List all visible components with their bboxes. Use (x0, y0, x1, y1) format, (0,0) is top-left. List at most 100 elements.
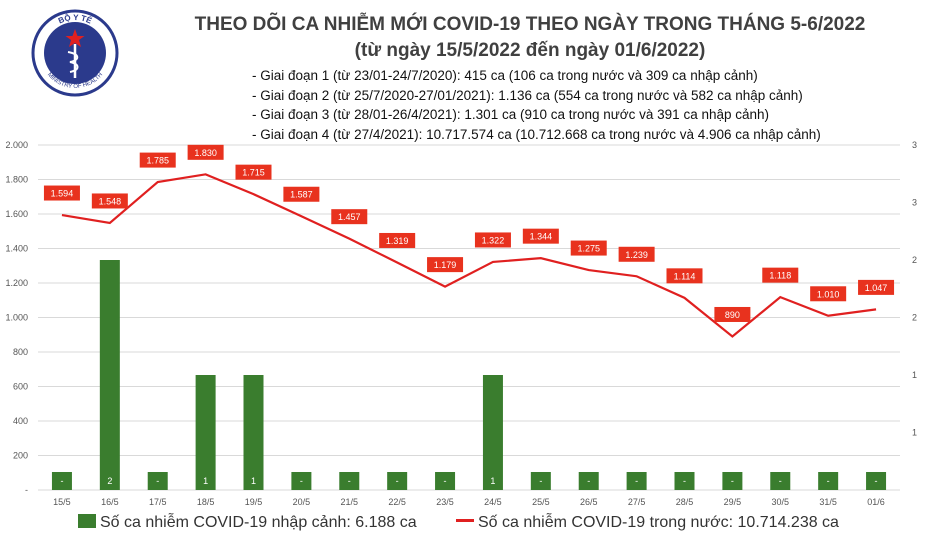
line-data-label: 1.322 (482, 235, 505, 245)
left-axis-tick-label: 600 (13, 382, 28, 392)
logo-text: BỘ Y TẾ (57, 13, 94, 26)
line-data-label-box (379, 232, 416, 248)
bar-data-label: - (539, 476, 542, 486)
line-data-label-box (522, 228, 559, 244)
stage-4-summary: - Giai đoạn 4 (từ 27/4/2021): 10.717.574… (252, 126, 821, 142)
bar (147, 472, 168, 490)
line-data-label-box (283, 186, 320, 202)
bar-data-label: - (827, 476, 830, 486)
left-axis-tick-label: 1.400 (5, 244, 28, 254)
left-axis-tick-label: 400 (13, 416, 28, 426)
line-data-label: 1.785 (146, 156, 169, 166)
bar-data-label: - (396, 476, 399, 486)
bar (51, 472, 72, 490)
line-data-label: 890 (725, 310, 740, 320)
line-data-label-box (43, 185, 80, 201)
stage-3-summary: - Giai đoạn 3 (từ 28/01-26/4/2021): 1.30… (252, 107, 770, 122)
bar (722, 472, 743, 490)
x-axis-tick-label: 20/5 (293, 497, 311, 507)
line-data-label: 1.319 (386, 236, 409, 246)
bar-data-label: - (60, 476, 63, 486)
x-axis-tick-label: 01/6 (867, 497, 885, 507)
bar-data-label: - (779, 476, 782, 486)
bar-data-label: 1 (251, 476, 256, 486)
x-axis-tick-label: 26/5 (580, 497, 598, 507)
right-axis-tick-label: 3 (912, 140, 917, 150)
line-data-label-box (235, 164, 272, 180)
line-data-label: 1.344 (530, 232, 553, 242)
bar-data-label: - (348, 476, 351, 486)
line-data-label: 1.047 (865, 283, 888, 293)
x-axis-tick-label: 19/5 (245, 497, 263, 507)
bar-data-label: - (635, 476, 638, 486)
x-axis-tick-label: 17/5 (149, 497, 167, 507)
right-axis-tick-label: 2 (912, 313, 917, 323)
line-data-label-box (331, 209, 368, 225)
left-axis-tick-label: 1.200 (5, 278, 28, 288)
bar (626, 472, 647, 490)
x-axis-tick-label: 22/5 (388, 497, 406, 507)
svg-text:BỘ Y TẾ: BỘ Y TẾ (57, 13, 94, 26)
right-axis-tick-label: 2 (912, 255, 917, 265)
bar-data-label: - (731, 476, 734, 486)
legend-line-swatch (456, 519, 474, 522)
x-axis-tick-label: 18/5 (197, 497, 215, 507)
legend-imported-label: Số ca nhiễm COVID-19 nhập cảnh: 6.188 ca (100, 514, 417, 531)
x-axis-tick-label: 16/5 (101, 497, 119, 507)
left-axis-tick-label: - (25, 485, 28, 495)
x-axis-tick-label: 25/5 (532, 497, 550, 507)
line-data-label: 1.010 (817, 289, 840, 299)
stage-summary-list: - Giai đoạn 1 (từ 23/01-24/7/2020): 415 … (252, 66, 821, 144)
legend-domestic-cases: Số ca nhiễm COVID-19 trong nước: 10.714.… (456, 514, 839, 532)
left-axis-tick-label: 2.000 (5, 140, 28, 150)
chart-subtitle: (từ ngày 15/5/2022 đến ngày 01/6/2022) (354, 40, 706, 61)
bar (99, 260, 120, 490)
bar (770, 472, 791, 490)
bar-data-label: 1 (490, 476, 495, 486)
line-data-label: 1.548 (99, 196, 122, 206)
line-data-label: 1.179 (434, 260, 457, 270)
x-axis-tick-label: 24/5 (484, 497, 502, 507)
bar (387, 472, 408, 490)
line-data-label-box (427, 257, 464, 273)
bar-data-label: - (300, 476, 303, 486)
line-data-label-box (618, 246, 655, 262)
line-data-label-box (570, 240, 607, 256)
x-axis-tick-label: 23/5 (436, 497, 454, 507)
line-data-label: 1.114 (674, 271, 696, 281)
line-data-label-box (714, 306, 751, 322)
line-data-label: 1.830 (194, 148, 217, 158)
chart-title: THEO DÕI CA NHIỄM MỚI COVID-19 THEO NGÀY… (194, 14, 866, 35)
stage-1-summary: - Giai đoạn 1 (từ 23/01-24/7/2020): 415 … (252, 68, 758, 83)
x-axis-tick-label: 15/5 (53, 497, 71, 507)
bar-data-label: - (444, 476, 447, 486)
line-data-label-box (91, 193, 128, 209)
bar (674, 472, 695, 490)
right-axis-tick-label: 1 (912, 370, 917, 380)
line-data-label-box (666, 268, 703, 284)
bar-data-label: - (156, 476, 159, 486)
line-data-label-box (474, 232, 511, 248)
x-axis-tick-label: 27/5 (628, 497, 646, 507)
line-data-label-box (858, 279, 895, 295)
line-data-label-box (187, 144, 224, 160)
legend-imported-cases: Số ca nhiễm COVID-19 nhập cảnh: 6.188 ca (78, 514, 417, 532)
left-axis-tick-label: 800 (13, 347, 28, 357)
line-data-label: 1.239 (625, 250, 648, 260)
line-data-label-box (762, 267, 799, 283)
bar-data-label: - (587, 476, 590, 486)
bar (195, 375, 216, 490)
left-axis-tick-label: 200 (13, 451, 28, 461)
bar (482, 375, 503, 490)
bar (243, 375, 264, 490)
line-data-label-box (810, 286, 847, 302)
bar (435, 472, 456, 490)
x-axis-tick-label: 31/5 (819, 497, 837, 507)
line-data-label-box (139, 152, 176, 168)
bar (291, 472, 312, 490)
ministry-of-health-logo: BỘ Y TẾ MINISTRY OF HEALTH (31, 9, 119, 97)
bar-data-label: - (683, 476, 686, 486)
bar (578, 472, 599, 490)
stage-2-summary: - Giai đoạn 2 (từ 25/7/2020-27/01/2021):… (252, 87, 803, 103)
